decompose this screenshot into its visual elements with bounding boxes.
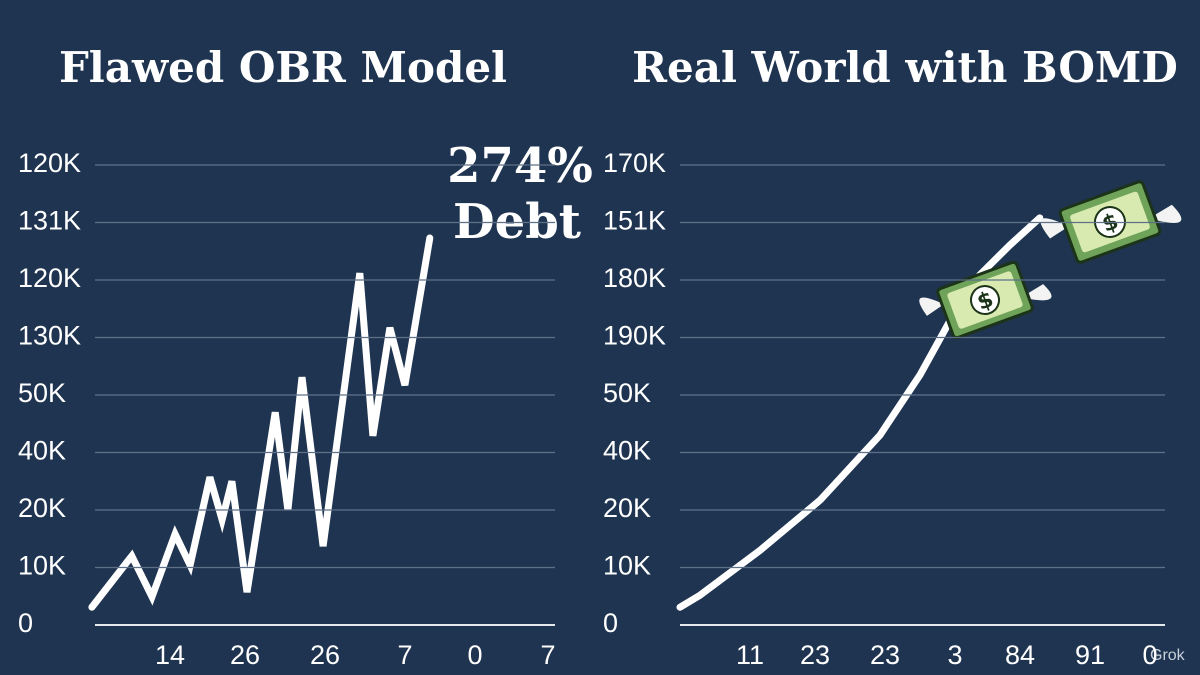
y-tick-label: 170K bbox=[603, 148, 666, 178]
x-tick-label: 14 bbox=[155, 640, 185, 670]
x-tick-label: 26 bbox=[310, 640, 340, 670]
y-tick-label: 190K bbox=[603, 321, 666, 351]
chart-title: Flawed OBR Model bbox=[59, 43, 507, 92]
y-tick-label: 151K bbox=[603, 206, 666, 236]
y-tick-label: 50K bbox=[603, 378, 651, 408]
y-tick-label: 40K bbox=[603, 436, 651, 466]
x-tick-label: 91 bbox=[1075, 640, 1105, 670]
money-icon: $ bbox=[919, 260, 1052, 340]
y-tick-label: 20K bbox=[603, 493, 651, 523]
chart-title: Real World with BOMD bbox=[632, 43, 1178, 92]
y-tick-label: 50K bbox=[18, 378, 66, 408]
y-tick-label: 131K bbox=[18, 206, 81, 236]
x-tick-label: 26 bbox=[230, 640, 260, 670]
y-tick-label: 180K bbox=[603, 263, 666, 293]
y-tick-label: 130K bbox=[18, 321, 81, 351]
x-tick-label: 7 bbox=[397, 640, 412, 670]
y-tick-label: 10K bbox=[18, 551, 66, 581]
x-tick-label: 23 bbox=[870, 640, 900, 670]
watermark: Grok bbox=[1150, 647, 1186, 664]
x-tick-label: 11 bbox=[736, 640, 764, 670]
annotation: 274% bbox=[447, 138, 593, 194]
y-tick-label: 0 bbox=[18, 608, 33, 638]
x-tick-label: 23 bbox=[800, 640, 830, 670]
y-tick-label: 120K bbox=[18, 263, 81, 293]
x-tick-label: 3 bbox=[947, 640, 962, 670]
data-line bbox=[676, 214, 1044, 611]
y-tick-label: 0 bbox=[603, 608, 618, 638]
y-tick-label: 20K bbox=[18, 493, 66, 523]
x-tick-label: 7 bbox=[540, 640, 555, 670]
y-tick-label: 120K bbox=[18, 148, 81, 178]
x-tick-label: 84 bbox=[1005, 640, 1035, 670]
y-tick-label: 40K bbox=[18, 436, 66, 466]
x-tick-label: 0 bbox=[1142, 640, 1157, 670]
y-tick-label: 10K bbox=[603, 551, 651, 581]
x-tick-label: 0 bbox=[467, 640, 482, 670]
data-line bbox=[88, 234, 434, 611]
